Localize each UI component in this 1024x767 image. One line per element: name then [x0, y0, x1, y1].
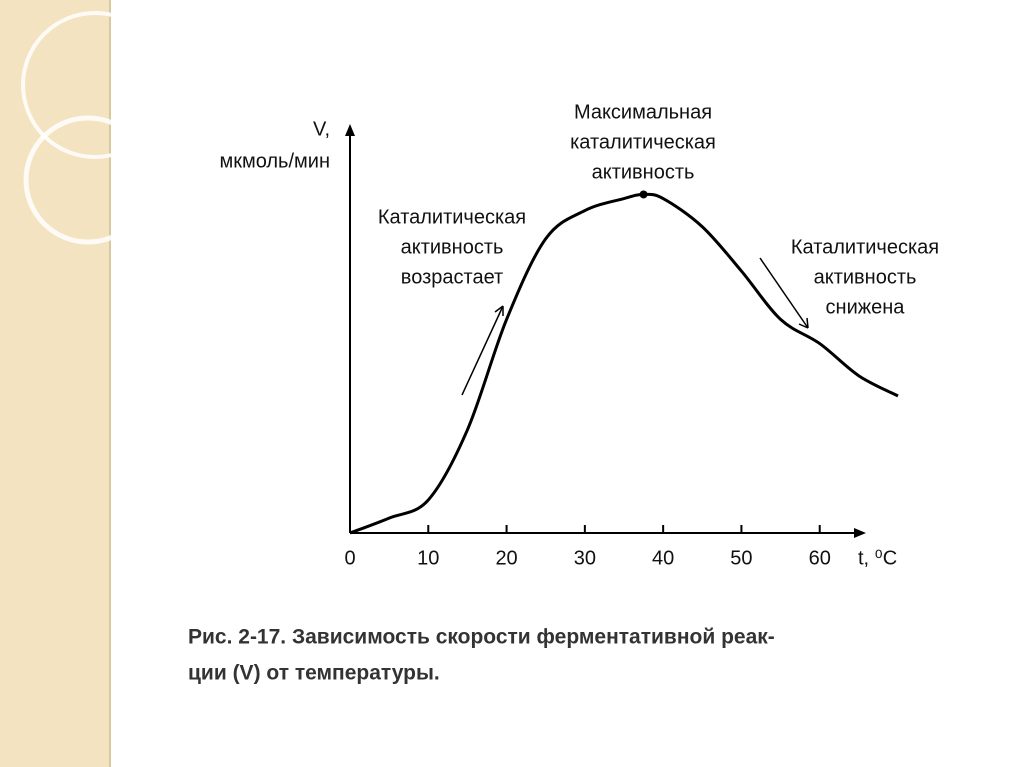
arrow-up: [461, 305, 504, 396]
side-strip: [0, 0, 110, 767]
annotation: активность: [401, 236, 504, 258]
x-tick-label: 10: [417, 547, 439, 569]
x-tick-label: 50: [730, 547, 752, 569]
annotation: Максимальная: [574, 101, 712, 123]
deco-circle: [23, 115, 153, 245]
y-axis-label: мкмоль/мин: [219, 150, 330, 172]
caption: Рис. 2-17. Зависимость скорости фермента…: [188, 626, 775, 649]
x-axis-label: t, ⁰C: [858, 547, 897, 569]
arrow-head: [494, 305, 504, 316]
annotation: активность: [592, 161, 695, 183]
y-axis-arrow: [345, 124, 355, 136]
x-tick-label: 40: [652, 547, 674, 569]
x-tick-label: 20: [495, 547, 517, 569]
arrow-down: [759, 257, 809, 329]
annotation: активность: [814, 266, 917, 288]
chart: 0 10 20 30 40 50 60 t, ⁰C V, мкмоль/мин Максимальн…: [188, 101, 939, 684]
x-axis-arrow: [854, 528, 866, 538]
deco-circle: [21, 11, 169, 159]
curve: [349, 192, 899, 535]
x-tick-label: 60: [809, 547, 831, 569]
y-axis-label: V,: [313, 118, 330, 140]
peak-point: [639, 190, 648, 199]
annotation: возрастает: [401, 266, 503, 288]
x-tick-label: 30: [574, 547, 596, 569]
annotation: каталитическая: [570, 131, 716, 153]
x-tick-label: 0: [344, 547, 355, 569]
annotation: Каталитическая: [378, 206, 526, 228]
annotation: снижена: [826, 296, 906, 318]
annotation: Каталитическая: [791, 236, 939, 258]
caption: ции (V) от температуры.: [188, 662, 440, 685]
arrow-head: [798, 317, 809, 329]
